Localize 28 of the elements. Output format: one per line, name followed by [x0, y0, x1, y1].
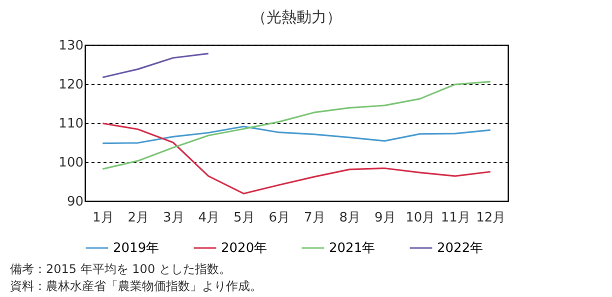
- legend-label: 2020年: [221, 241, 268, 256]
- y-tick-label: 110: [58, 116, 84, 132]
- x-tick-label: 12月: [476, 210, 506, 226]
- line-series: [102, 122, 492, 194]
- y-tick-label: 120: [58, 78, 84, 92]
- x-tick-label: 10月: [406, 210, 436, 226]
- x-tick-label: 7月: [304, 210, 326, 226]
- line-series: [102, 126, 492, 144]
- x-tick-label: 8月: [339, 210, 361, 226]
- x-tick-label: 1月: [92, 210, 114, 226]
- text: 資料：農林水産省「農業物価指数」より作成。: [10, 279, 262, 293]
- y-tick-label: 130: [58, 38, 84, 54]
- legend-label: 2021年: [329, 241, 376, 256]
- legend-label: 2022年: [437, 241, 484, 256]
- x-tick-label: 6月: [268, 210, 290, 226]
- y-tick-label: 90: [66, 194, 84, 210]
- chart-title: （光熱動力）: [252, 8, 342, 26]
- text: 備考：2015 年平均を 100 とした指数。: [10, 262, 231, 276]
- x-tick-label: 2月: [128, 210, 150, 226]
- x-tick-label: 4月: [198, 210, 220, 226]
- x-tick-label: 11月: [440, 210, 470, 226]
- y-tick-label: 100: [58, 156, 84, 170]
- line-series: [102, 52, 210, 78]
- x-tick-label: 9月: [374, 210, 396, 226]
- legend-label: 2019年: [113, 241, 160, 256]
- line-series: [102, 80, 492, 170]
- x-tick-label: 3月: [162, 210, 184, 226]
- x-tick-label: 5月: [233, 210, 255, 226]
